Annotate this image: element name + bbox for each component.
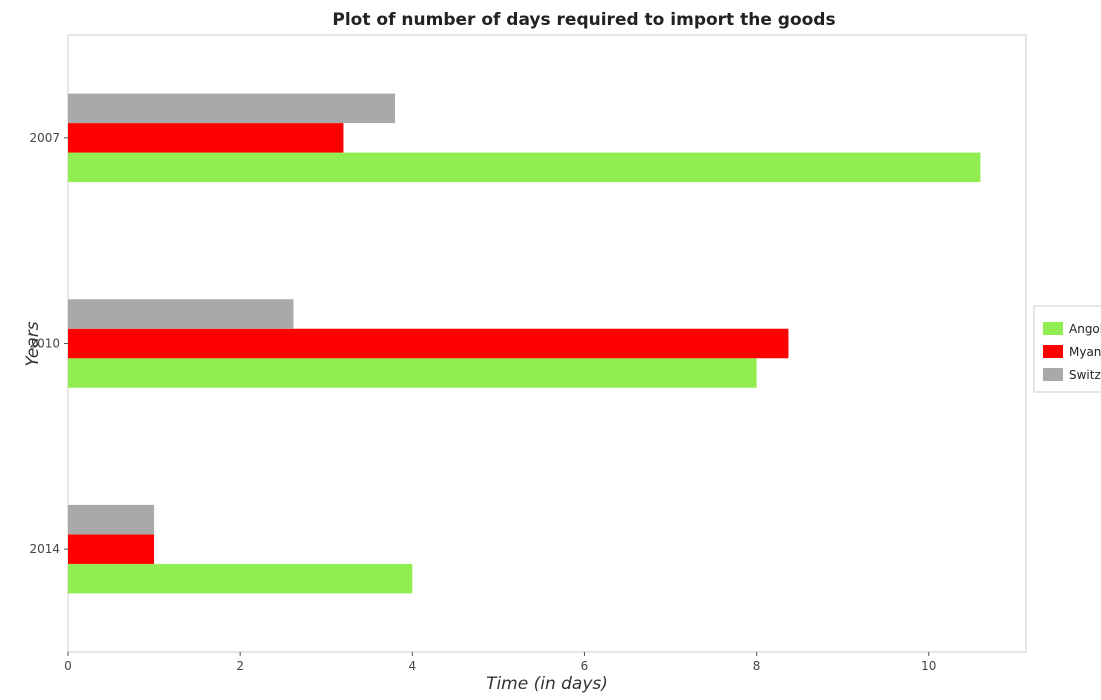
- legend-swatch-angola: [1043, 322, 1063, 335]
- x-tick-label-10: 10: [921, 659, 936, 673]
- x-tick-label-0: 0: [64, 659, 72, 673]
- bar-angola-2014: [68, 563, 413, 594]
- legend-swatch-myanmar: [1043, 345, 1063, 358]
- bar-switzerland-2007: [68, 93, 396, 124]
- bars-group: [68, 93, 981, 594]
- x-tick-label-2: 2: [236, 659, 244, 673]
- bar-myanmar-2014: [68, 534, 155, 564]
- bar-switzerland-2014: [68, 504, 155, 535]
- x-tick-label-8: 8: [753, 659, 761, 673]
- legend: Angola Myanmar Switzerland: [1033, 305, 1101, 393]
- y-tick-label-2010: 2010: [29, 337, 60, 351]
- bar-myanmar-2010: [68, 328, 789, 359]
- bar-angola-2007: [68, 152, 981, 183]
- x-tick-label-4: 4: [408, 659, 416, 673]
- x-tick-label-6: 6: [581, 659, 589, 673]
- bar-angola-2010: [68, 358, 757, 388]
- bar-switzerland-2010: [68, 299, 294, 329]
- legend-label-switzerland: Switzerland: [1069, 368, 1101, 382]
- bar-myanmar-2007: [68, 123, 344, 153]
- y-tick-label-2007: 2007: [29, 131, 60, 145]
- chart-title: Plot of number of days required to impor…: [332, 10, 835, 30]
- legend-swatch-switzerland: [1043, 368, 1063, 381]
- y-axis-label: Years: [23, 321, 43, 366]
- legend-label-myanmar: Myanmar: [1069, 345, 1101, 359]
- y-tick-label-2014: 2014: [29, 542, 60, 556]
- x-axis-label: Time (in days): [486, 674, 608, 694]
- axes-group: 2007 2010 2014 0 2 4 6 8 10: [29, 131, 936, 673]
- legend-label-angola: Angola: [1069, 322, 1101, 336]
